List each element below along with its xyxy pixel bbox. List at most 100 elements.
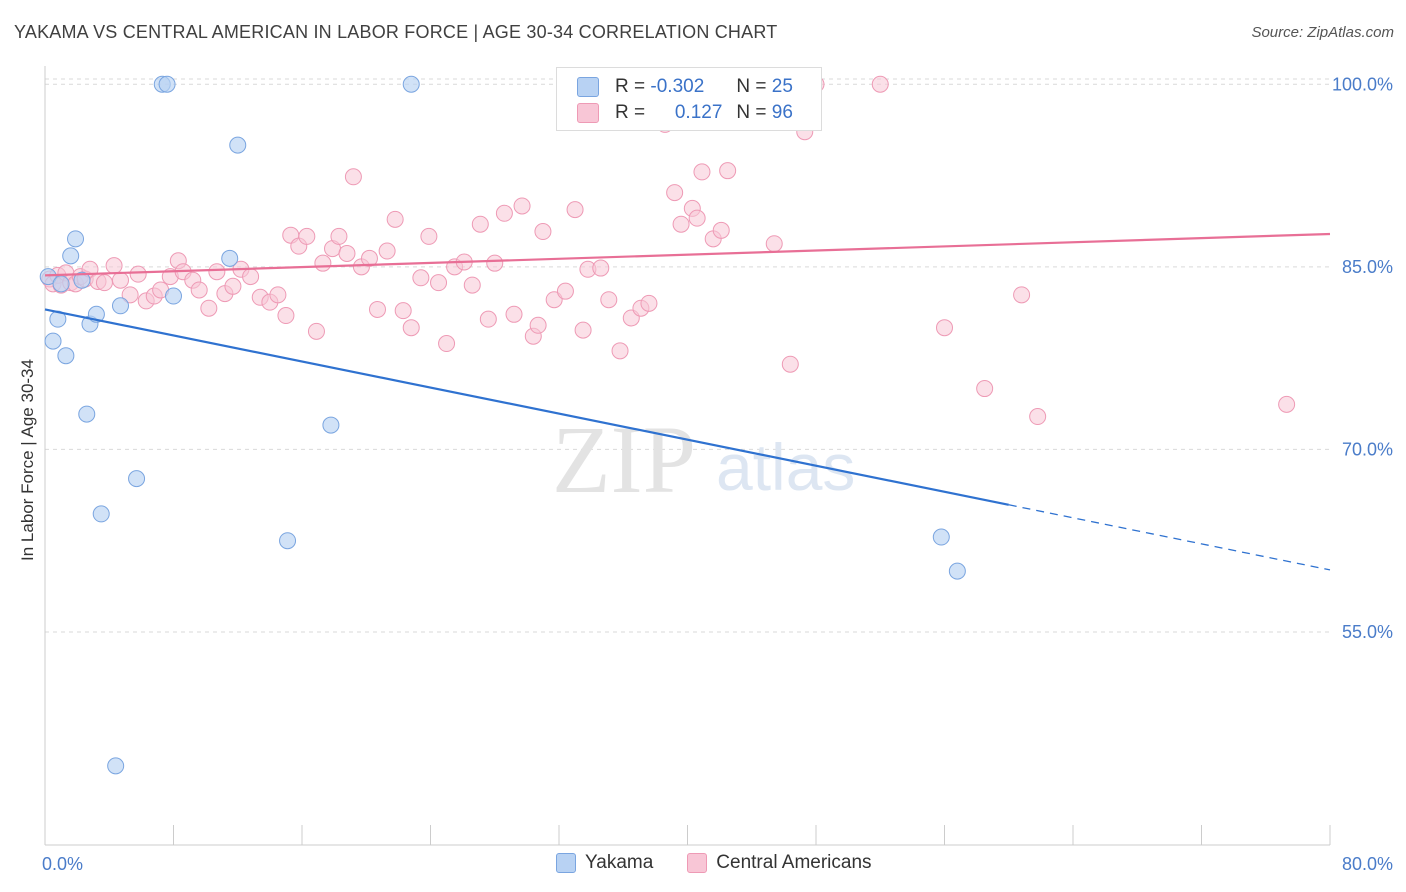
central-americans-point: [394, 302, 412, 320]
yakama-point: [44, 332, 62, 350]
n-label: N =: [736, 76, 767, 97]
yakama-point: [92, 505, 110, 523]
yakama-point: [67, 230, 85, 248]
central-americans-point: [269, 286, 287, 304]
yakama-point: [221, 249, 239, 267]
central-americans-point: [688, 209, 706, 227]
central-americans-point: [479, 310, 497, 328]
n-value: 25: [771, 76, 793, 97]
central-americans-point: [121, 286, 139, 304]
series-legend: Yakama Central Americans: [556, 852, 906, 874]
r-value: 0.127: [674, 102, 723, 123]
r-label: R =: [615, 76, 646, 97]
legend-row-central-americans: R = 0.127 N = 96: [577, 102, 793, 124]
watermark: ZIP atlas: [552, 406, 855, 513]
central-americans-point: [412, 269, 430, 287]
central-americans-point: [200, 299, 218, 317]
central-americans-point: [486, 254, 504, 272]
central-americans-point: [386, 210, 404, 228]
y-tick-label: 70.0%: [1342, 439, 1393, 459]
legend-item-central-americans: Central Americans: [687, 852, 872, 874]
central-americans-trend-line: [44, 232, 1331, 277]
x-tick-label: 0.0%: [42, 854, 83, 874]
r-value: -0.302: [650, 76, 705, 97]
central-americans-point: [420, 227, 438, 245]
central-americans-swatch: [577, 103, 599, 123]
yakama-legend-swatch: [556, 853, 576, 873]
central-americans-point: [505, 305, 523, 323]
central-americans-point: [513, 197, 531, 215]
central-americans-point: [344, 168, 362, 186]
central-americans-point: [936, 319, 953, 337]
y-tick-label: 55.0%: [1342, 622, 1393, 642]
y-axis-label: In Labor Force | Age 30-34: [18, 359, 37, 561]
central-americans-point: [105, 257, 123, 275]
central-americans-point: [402, 319, 420, 337]
yakama-point: [402, 75, 420, 93]
central-americans-point: [719, 162, 737, 180]
central-americans-point: [111, 271, 129, 289]
yakama-point: [111, 297, 129, 315]
central-americans-point: [360, 249, 378, 267]
central-americans-point: [666, 184, 684, 202]
yakama-point: [73, 271, 91, 289]
central-americans-point: [430, 274, 448, 292]
yakama-swatch: [577, 77, 599, 97]
yakama-point: [57, 347, 75, 365]
central-americans-point: [368, 300, 386, 318]
tick-labels: 100.0% 85.0% 70.0% 55.0% 0.0% 80.0%: [42, 74, 1393, 874]
watermark-zip: ZIP: [552, 406, 696, 513]
r-label: R =: [615, 102, 646, 123]
central-americans-point: [781, 355, 799, 373]
central-americans-point: [471, 215, 489, 233]
central-americans-point: [574, 321, 592, 339]
yakama-point: [229, 136, 247, 154]
yakama-trend-extension: [1008, 504, 1331, 571]
trend-lines: [44, 232, 1331, 571]
central-americans-point: [600, 291, 618, 309]
yakama-point: [62, 247, 80, 265]
yakama-point: [107, 757, 125, 775]
n-value: 96: [771, 102, 793, 123]
x-tick-label: 80.0%: [1342, 854, 1393, 874]
legend-label-central-americans: Central Americans: [716, 852, 872, 873]
yakama-point: [932, 528, 950, 546]
central-americans-point: [307, 322, 325, 340]
yakama-point: [165, 287, 182, 305]
central-americans-point: [338, 244, 356, 262]
yakama-point: [322, 416, 340, 434]
yakama-trend-line: [44, 308, 1009, 506]
central-americans-point: [314, 254, 332, 272]
central-americans-point: [556, 282, 574, 300]
y-tick-label: 100.0%: [1332, 74, 1393, 94]
central-americans-point: [566, 201, 584, 219]
central-americans-point: [545, 291, 563, 309]
central-americans-point: [298, 227, 316, 245]
axes: [44, 66, 1331, 846]
central-americans-point: [672, 215, 690, 233]
central-americans-point: [495, 204, 513, 222]
correlation-legend: R = -0.302 N = 25 R = 0.127 N = 96: [556, 67, 822, 131]
central-americans-point: [378, 242, 396, 260]
grid-lines: [45, 78, 1330, 633]
central-americans-point: [190, 281, 208, 299]
y-tick-label: 85.0%: [1342, 257, 1393, 277]
yakama-point: [279, 532, 297, 550]
yakama-points: [39, 75, 966, 775]
yakama-point: [78, 405, 96, 423]
central-americans-point: [277, 307, 295, 325]
watermark-atlas: atlas: [716, 430, 855, 504]
central-americans-legend-swatch: [687, 853, 708, 873]
chart-source: Source: ZipAtlas.com: [1251, 24, 1394, 41]
central-americans-point: [330, 227, 348, 245]
central-americans-point: [871, 75, 889, 93]
central-americans-point: [242, 268, 260, 286]
yakama-point: [39, 268, 57, 286]
yakama-point: [158, 75, 176, 93]
central-americans-point: [1278, 395, 1296, 413]
central-americans-point: [463, 276, 481, 294]
yakama-point: [948, 562, 966, 580]
central-americans-point: [693, 163, 711, 181]
yakama-point: [128, 470, 146, 488]
